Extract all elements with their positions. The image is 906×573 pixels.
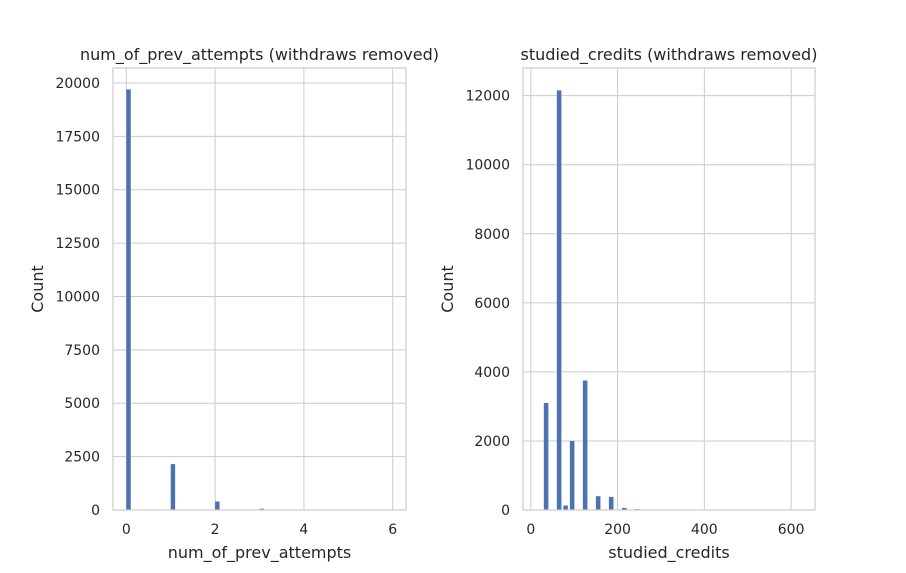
y-tick-label: 12500	[55, 236, 100, 252]
y-tick-label: 6000	[474, 296, 510, 312]
plot-frame	[112, 67, 407, 511]
histogram-bar	[170, 464, 176, 510]
histogram-bar	[556, 90, 562, 510]
x-tick-label: 2	[211, 522, 220, 538]
y-tick-label: 20000	[55, 76, 100, 92]
y-tick-label: 15000	[55, 183, 100, 199]
chart-title: studied_credits (withdraws removed)	[521, 45, 818, 65]
x-tick-label: 6	[388, 522, 397, 538]
histogram-bar	[563, 505, 568, 510]
grid	[113, 68, 406, 511]
histogram-bar	[126, 89, 131, 510]
y-tick-label: 5000	[64, 396, 100, 412]
x-tick-label: 400	[691, 522, 718, 538]
chart-title: num_of_prev_attempts (withdraws removed)	[80, 45, 439, 65]
x-tick-label: 600	[778, 522, 805, 538]
plot-frame	[522, 67, 816, 511]
chart-panel-studied-credits: 0 200 400 600020004000600080001000012000stu…	[438, 45, 817, 563]
histogram-bar	[543, 402, 549, 510]
histogram-bar	[215, 501, 220, 510]
x-tick-label: 200	[604, 522, 631, 538]
histogram-bar	[569, 440, 575, 510]
x-axis-label: num_of_prev_attempts	[168, 543, 352, 563]
y-tick-label: 0	[501, 503, 510, 519]
histogram-bar	[621, 507, 627, 510]
grid	[523, 68, 815, 511]
x-tick-label: 0	[122, 522, 131, 538]
y-tick-label: 12000	[465, 89, 510, 105]
y-tick-label: 0	[91, 503, 100, 519]
histogram-bar	[608, 496, 614, 510]
x-tick-label: 0	[526, 522, 535, 538]
y-axis-label: Count	[438, 265, 457, 313]
histogram-bar	[582, 380, 588, 510]
y-tick-label: 4000	[474, 365, 510, 381]
y-tick-label: 7500	[64, 343, 100, 359]
histogram-bar	[259, 508, 264, 510]
y-tick-label: 10000	[465, 158, 510, 174]
y-tick-label: 17500	[55, 129, 100, 145]
y-tick-label: 2000	[474, 434, 510, 450]
y-tick-label: 10000	[55, 289, 100, 305]
y-tick-label: 8000	[474, 227, 510, 243]
y-tick-label: 2500	[64, 450, 100, 466]
x-axis-label: studied_credits	[608, 543, 729, 563]
bars	[126, 89, 264, 510]
histogram-bar	[595, 496, 601, 510]
x-tick-label: 4	[299, 522, 308, 538]
y-axis-label: Count	[28, 265, 47, 313]
chart-panel-num-of-prev-attempts: 0 2 4 6 0 2500 5000 7500 10000 12500 15000 17500 200…	[28, 45, 439, 563]
bars	[543, 90, 653, 510]
